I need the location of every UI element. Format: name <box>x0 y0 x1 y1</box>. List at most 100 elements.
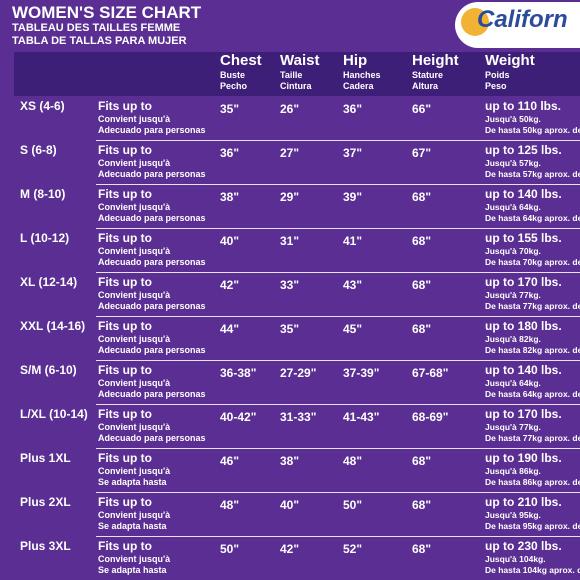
weight: up to 140 lbs. <box>485 363 562 377</box>
fits-label: Convient jusqu'à <box>98 290 171 300</box>
column-subtitle: Taille <box>280 70 303 80</box>
column-title: Weight <box>485 52 535 69</box>
size-label: L (10-12) <box>20 231 70 245</box>
weight: up to 155 lbs. <box>485 231 562 245</box>
weight: up to 180 lbs. <box>485 319 562 333</box>
weight: up to 230 lbs. <box>485 539 562 553</box>
measurement: 45" <box>343 322 363 336</box>
measurement: 41-43" <box>343 410 380 424</box>
column-title: Chest <box>220 52 262 69</box>
fits-label: Adecuado para personas <box>98 301 206 311</box>
column-subtitle: Hanches <box>343 70 381 80</box>
weight-detail: De hasta 77kg aprox. de <box>485 433 580 443</box>
measurement: 40" <box>280 498 300 512</box>
fits-label: Convient jusqu'à <box>98 510 171 520</box>
measurement: 36-38" <box>220 366 257 380</box>
weight-detail: De hasta 104kg aprox. de <box>485 565 580 575</box>
measurement: 44" <box>220 322 240 336</box>
row-divider <box>96 404 580 405</box>
table-row: Plus 1XL Fits up to Convient jusqu'à Se ada… <box>0 448 580 492</box>
size-label: S (6-8) <box>20 143 57 157</box>
column-header: Chest Buste Pecho Waist Taille Cintura Hip Hanc… <box>14 52 580 96</box>
measurement: 68" <box>412 190 432 204</box>
size-label: Plus 2XL <box>20 495 71 509</box>
fits-label: Fits up to <box>98 143 152 157</box>
weight: up to 110 lbs. <box>485 99 562 113</box>
weight-detail: Jusqu'à 82kg. <box>485 334 541 344</box>
column-subtitle: Peso <box>485 81 507 91</box>
table-row: Plus 2XL Fits up to Convient jusqu'à Se ada… <box>0 492 580 536</box>
measurement: 38" <box>280 454 300 468</box>
row-divider <box>96 316 580 317</box>
size-label: S/M (6-10) <box>20 363 77 377</box>
weight-detail: Jusqu'à 77kg. <box>485 422 541 432</box>
weight-detail: Jusqu'à 86kg. <box>485 466 541 476</box>
column-subtitle: Pecho <box>220 81 248 91</box>
table-row: S (6-8) Fits up to Convient jusqu'à Adecuad… <box>0 140 580 184</box>
fits-label: Fits up to <box>98 539 152 553</box>
weight: up to 190 lbs. <box>485 451 562 465</box>
size-label: XXL (14-16) <box>20 319 86 333</box>
measurement: 50" <box>343 498 363 512</box>
weight-detail: De hasta 86kg aprox. de <box>485 477 580 487</box>
fits-label: Se adapta hasta <box>98 477 167 487</box>
weight-detail: Jusqu'à 64kg. <box>485 202 541 212</box>
fits-label: Convient jusqu'à <box>98 246 171 256</box>
fits-label: Fits up to <box>98 187 152 201</box>
fits-label: Se adapta hasta <box>98 565 167 575</box>
column-subtitle: Cadera <box>343 81 374 91</box>
table-row: L (10-12) Fits up to Convient jusqu'à Adecu… <box>0 228 580 272</box>
measurement: 66" <box>412 102 432 116</box>
measurement: 68" <box>412 278 432 292</box>
fits-label: Fits up to <box>98 495 152 509</box>
logo: Californ <box>455 2 580 48</box>
measurement: 36" <box>220 146 240 160</box>
table-row: M (8-10) Fits up to Convient jusqu'à Adecua… <box>0 184 580 228</box>
fits-label: Fits up to <box>98 319 152 333</box>
fits-label: Adecuado para personas <box>98 257 206 267</box>
measurement: 40-42" <box>220 410 257 424</box>
fits-label: Convient jusqu'à <box>98 202 171 212</box>
measurement: 33" <box>280 278 300 292</box>
measurement: 27-29" <box>280 366 317 380</box>
title: WOMEN'S SIZE CHART <box>12 3 202 22</box>
weight-detail: De hasta 64kg aprox. de <box>485 213 580 223</box>
measurement: 68" <box>412 322 432 336</box>
table-row: XL (12-14) Fits up to Convient jusqu'à Adec… <box>0 272 580 316</box>
fits-label: Convient jusqu'à <box>98 114 171 124</box>
subtitle: TABLA DE TALLAS PARA MUJER <box>12 35 187 47</box>
measurement: 68" <box>412 234 432 248</box>
weight-detail: Jusqu'à 104kg. <box>485 554 546 564</box>
column-subtitle: Altura <box>412 81 439 91</box>
fits-label: Adecuado para personas <box>98 433 206 443</box>
row-divider <box>96 140 580 141</box>
column-subtitle: Stature <box>412 70 444 80</box>
measurement: 52" <box>343 542 363 556</box>
weight: up to 140 lbs. <box>485 187 562 201</box>
weight-detail: De hasta 95kg aprox. de <box>485 521 580 531</box>
measurement: 37" <box>343 146 363 160</box>
measurement: 27" <box>280 146 300 160</box>
weight-detail: De hasta 77kg aprox. de <box>485 301 580 311</box>
row-divider <box>96 184 580 185</box>
column-subtitle: Poids <box>485 70 510 80</box>
fits-label: Adecuado para personas <box>98 125 206 135</box>
fits-label: Convient jusqu'à <box>98 158 171 168</box>
measurement: 68" <box>412 454 432 468</box>
column-subtitle: Buste <box>220 70 246 80</box>
logo-mark <box>461 8 489 36</box>
fits-label: Fits up to <box>98 275 152 289</box>
size-label: L/XL (10-14) <box>20 407 88 421</box>
weight: up to 170 lbs. <box>485 275 562 289</box>
size-label: XL (12-14) <box>20 275 78 289</box>
measurement: 31" <box>280 234 300 248</box>
fits-label: Adecuado para personas <box>98 169 206 179</box>
measurement: 35" <box>220 102 240 116</box>
weight-detail: Jusqu'à 77kg. <box>485 290 541 300</box>
weight-detail: Jusqu'à 95kg. <box>485 510 541 520</box>
fits-label: Convient jusqu'à <box>98 422 171 432</box>
fits-label: Convient jusqu'à <box>98 466 171 476</box>
weight-detail: De hasta 64kg aprox. de <box>485 389 580 399</box>
column-subtitle: Cintura <box>280 81 312 91</box>
column-title: Hip <box>343 52 368 69</box>
